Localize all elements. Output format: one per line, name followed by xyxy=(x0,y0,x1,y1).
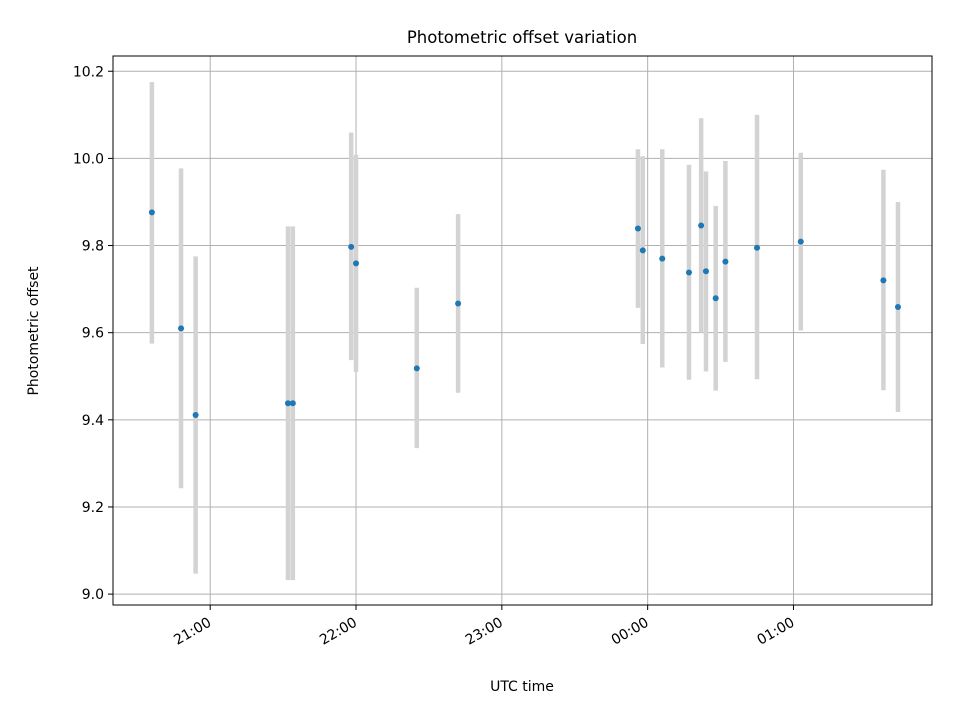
data-point xyxy=(685,269,692,276)
x-tick-label: 21:00 xyxy=(171,615,214,649)
data-point xyxy=(413,365,420,372)
x-tick-label: 22:00 xyxy=(317,615,360,649)
grid-lines xyxy=(113,56,932,605)
data-point xyxy=(659,255,666,262)
data-point xyxy=(712,295,719,302)
x-tick-label: 00:00 xyxy=(609,615,652,649)
data-point xyxy=(353,260,360,267)
error-bars xyxy=(149,82,901,581)
data-point xyxy=(722,258,729,265)
x-tick-label: 01:00 xyxy=(755,615,798,649)
data-point xyxy=(284,400,291,407)
data-point xyxy=(192,412,199,419)
data-point xyxy=(634,225,641,232)
y-tick-label: 9.6 xyxy=(82,326,104,342)
data-points xyxy=(148,209,901,419)
data-point xyxy=(698,222,705,229)
y-tick-label: 10.2 xyxy=(73,64,104,80)
y-tick-label: 9.2 xyxy=(82,500,104,516)
y-tick-label: 9.8 xyxy=(82,239,104,255)
data-point xyxy=(348,243,355,250)
data-point xyxy=(797,238,804,245)
data-point xyxy=(178,325,185,332)
data-point xyxy=(455,300,462,307)
plot-frame xyxy=(112,55,933,606)
data-point xyxy=(639,247,646,254)
y-tick-label: 9.0 xyxy=(82,587,104,603)
y-axis-label: Photometric offset xyxy=(26,266,42,396)
x-tick-label: 23:00 xyxy=(463,615,506,649)
y-tick-label: 10.0 xyxy=(73,151,104,167)
data-point xyxy=(880,277,887,284)
chart-title: Photometric offset variation xyxy=(407,28,637,47)
data-point xyxy=(289,400,296,407)
data-point xyxy=(148,209,155,216)
x-axis-label: UTC time xyxy=(490,679,554,695)
y-tick-label: 9.4 xyxy=(82,413,104,429)
data-point xyxy=(894,303,901,310)
data-point xyxy=(754,244,761,251)
data-point xyxy=(702,268,709,275)
